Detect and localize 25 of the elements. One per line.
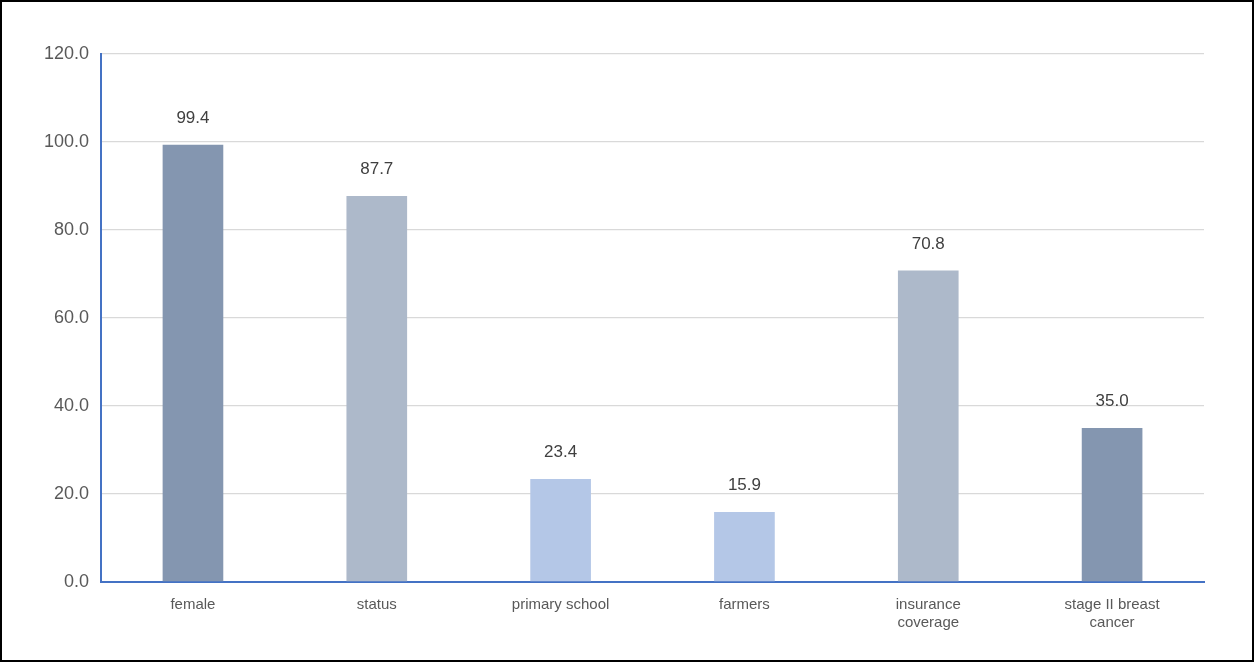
x-tick-label: farmers bbox=[719, 595, 770, 613]
x-tick-label: status bbox=[356, 595, 397, 613]
y-tick-label: 0.0 bbox=[64, 570, 90, 591]
bar bbox=[1081, 428, 1143, 582]
data-label: 35.0 bbox=[1095, 391, 1129, 411]
data-label: 70.8 bbox=[911, 233, 945, 253]
y-tick-label: 100.0 bbox=[44, 130, 90, 151]
bar bbox=[530, 479, 591, 582]
y-tick-label: 40.0 bbox=[54, 394, 90, 415]
bar bbox=[162, 144, 224, 582]
x-tick-label: primary school bbox=[511, 595, 610, 613]
y-tick-label: 20.0 bbox=[54, 482, 90, 503]
bar bbox=[897, 270, 959, 582]
data-label: 23.4 bbox=[544, 442, 578, 462]
data-label: 99.4 bbox=[176, 107, 210, 127]
y-tick-label: 120.0 bbox=[44, 42, 90, 63]
y-tick-label: 60.0 bbox=[54, 306, 90, 327]
x-tick-label: female bbox=[170, 595, 216, 613]
x-tick-label: stage II breast cancer bbox=[1064, 595, 1161, 631]
x-tick-label: insurance coverage bbox=[895, 595, 961, 631]
data-label: 87.7 bbox=[360, 159, 394, 179]
y-tick-label: 80.0 bbox=[54, 218, 90, 239]
data-label: 15.9 bbox=[727, 475, 761, 495]
bar bbox=[714, 512, 775, 582]
bar bbox=[346, 196, 408, 582]
